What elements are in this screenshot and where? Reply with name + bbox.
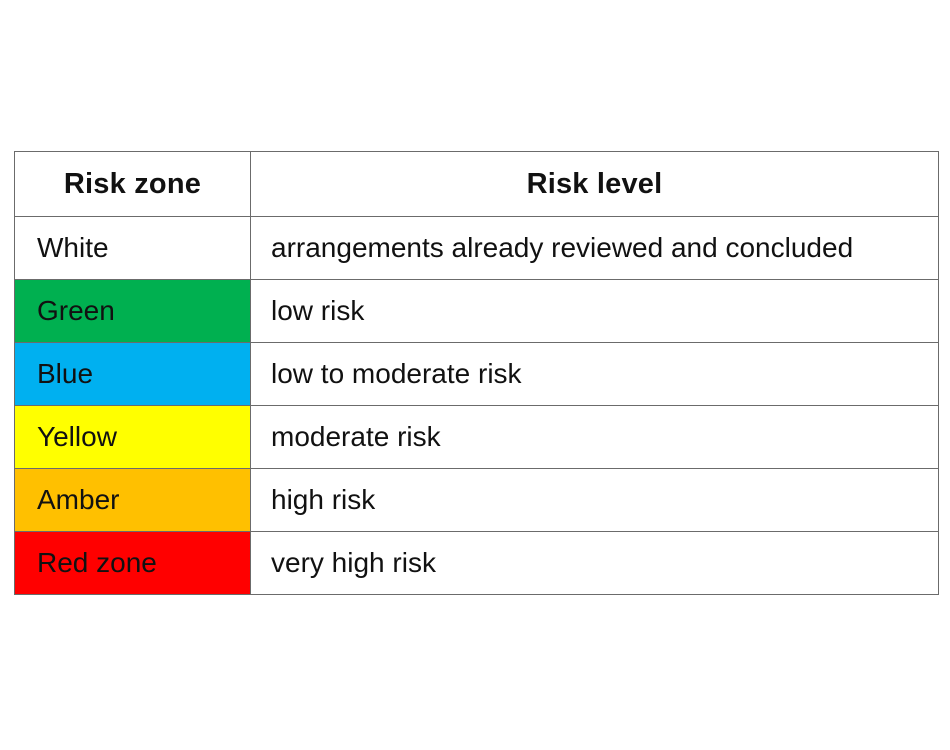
- level-cell: low to moderate risk: [250, 342, 939, 406]
- level-cell: arrangements already reviewed and conclu…: [250, 216, 939, 280]
- risk-zone-table: Risk zone Risk level White arrangements …: [14, 151, 939, 595]
- zone-cell-red: Red zone: [14, 531, 251, 595]
- zone-cell-amber: Amber: [14, 468, 251, 532]
- level-cell: moderate risk: [250, 405, 939, 469]
- table-row: Green low risk: [14, 279, 939, 343]
- table-row: White arrangements already reviewed and …: [14, 216, 939, 280]
- header-risk-level: Risk level: [250, 151, 939, 217]
- table-row: Amber high risk: [14, 468, 939, 532]
- table-header-row: Risk zone Risk level: [14, 151, 939, 217]
- level-cell: very high risk: [250, 531, 939, 595]
- zone-cell-blue: Blue: [14, 342, 251, 406]
- level-cell: low risk: [250, 279, 939, 343]
- zone-cell-green: Green: [14, 279, 251, 343]
- table-row: Red zone very high risk: [14, 531, 939, 595]
- table-row: Blue low to moderate risk: [14, 342, 939, 406]
- level-cell: high risk: [250, 468, 939, 532]
- zone-cell-white: White: [14, 216, 251, 280]
- zone-cell-yellow: Yellow: [14, 405, 251, 469]
- table-row: Yellow moderate risk: [14, 405, 939, 469]
- header-risk-zone: Risk zone: [14, 151, 251, 217]
